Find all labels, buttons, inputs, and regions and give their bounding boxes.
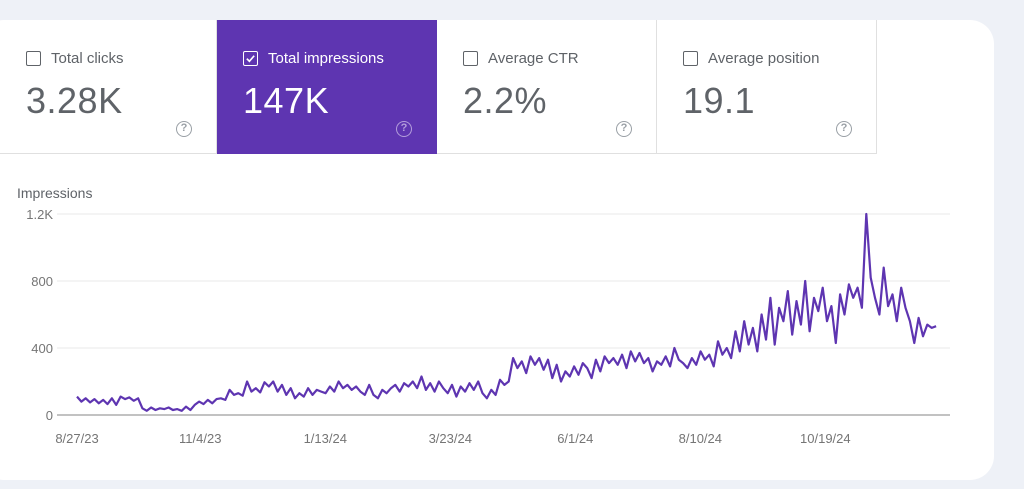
help-icon[interactable]: ? [836,121,852,137]
metric-value: 3.28K [26,80,123,121]
metric-header: Total impressions [243,50,384,67]
x-tick-label: 10/19/24 [800,431,851,446]
x-tick-label: 8/10/24 [679,431,722,446]
checkbox-unchecked-icon[interactable] [26,51,41,66]
metric-value: 147K [243,80,330,121]
metric-average-ctr[interactable]: Average CTR 2.2% ? [437,20,657,154]
impressions-line[interactable] [76,212,937,412]
metric-average-position[interactable]: Average position 19.1 ? [657,20,877,154]
y-tick-label: 1.2K [26,207,53,222]
x-tick-label: 8/27/23 [55,431,98,446]
metric-header: Average CTR [463,50,579,67]
y-tick-label: 800 [31,274,53,289]
metric-total-impressions[interactable]: Total impressions 147K ? [217,20,437,154]
metric-header: Average position [683,50,819,67]
metric-header: Total clicks [26,50,124,67]
metric-label: Total impressions [268,50,384,67]
metric-value: 19.1 [683,80,756,121]
checkbox-unchecked-icon[interactable] [463,51,478,66]
checkbox-checked-icon[interactable] [243,51,258,66]
x-tick-label: 11/4/23 [179,431,221,446]
y-tick-label: 400 [31,341,53,356]
metric-value: 2.2% [463,80,548,121]
metric-tabs: Total clicks 3.28K ? Total impressions 1… [0,20,877,154]
help-icon[interactable]: ? [616,121,632,137]
performance-card: Total clicks 3.28K ? Total impressions 1… [0,20,994,480]
metric-label: Average CTR [488,50,579,67]
x-tick-label: 6/1/24 [557,431,593,446]
y-tick-label: 0 [46,408,53,423]
metric-label: Average position [708,50,820,67]
x-tick-label: 3/23/24 [429,431,472,446]
help-icon[interactable]: ? [396,121,412,137]
x-tick-label: 1/13/24 [304,431,347,446]
checkbox-unchecked-icon[interactable] [683,51,698,66]
y-axis-title: Impressions [17,185,92,201]
metric-total-clicks[interactable]: Total clicks 3.28K ? [0,20,217,154]
metric-label: Total clicks [51,50,124,67]
help-icon[interactable]: ? [176,121,192,137]
